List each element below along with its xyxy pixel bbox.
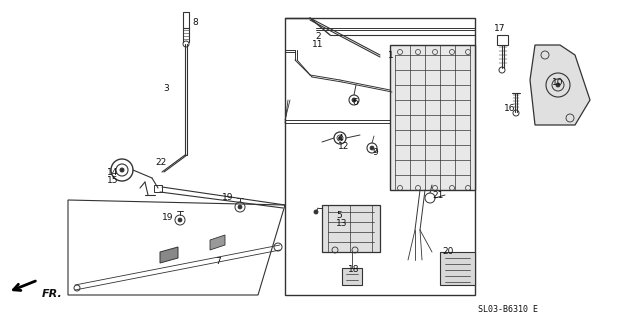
Text: 14: 14 xyxy=(107,167,118,177)
Text: 9: 9 xyxy=(372,148,378,156)
Text: 5: 5 xyxy=(336,212,341,220)
Circle shape xyxy=(238,205,242,209)
Text: 13: 13 xyxy=(336,220,348,228)
Circle shape xyxy=(314,210,318,214)
Text: 19: 19 xyxy=(162,213,173,222)
Text: FR.: FR. xyxy=(42,289,63,299)
Polygon shape xyxy=(530,45,590,125)
Polygon shape xyxy=(390,45,475,190)
Circle shape xyxy=(370,146,374,150)
Text: 2: 2 xyxy=(315,31,321,41)
Circle shape xyxy=(120,168,124,172)
Text: 20: 20 xyxy=(442,247,454,257)
Text: 6: 6 xyxy=(352,98,358,107)
Text: 1: 1 xyxy=(388,51,394,60)
Text: 8: 8 xyxy=(192,18,198,27)
Polygon shape xyxy=(160,247,178,263)
Text: 16: 16 xyxy=(504,103,516,113)
Text: SL03-B6310 E: SL03-B6310 E xyxy=(478,305,538,314)
Circle shape xyxy=(338,137,341,140)
Text: 7: 7 xyxy=(215,258,221,267)
Text: 4: 4 xyxy=(338,133,343,142)
Text: 11: 11 xyxy=(312,39,324,49)
Text: 22: 22 xyxy=(155,157,166,166)
Circle shape xyxy=(178,218,182,222)
Text: 18: 18 xyxy=(348,266,360,275)
Text: 10: 10 xyxy=(553,77,564,86)
Text: 12: 12 xyxy=(338,141,350,150)
Circle shape xyxy=(556,83,560,87)
Circle shape xyxy=(352,98,356,102)
Polygon shape xyxy=(210,235,225,250)
Text: 17: 17 xyxy=(495,23,506,33)
Text: 21: 21 xyxy=(432,191,444,201)
Text: 15: 15 xyxy=(107,175,118,185)
Polygon shape xyxy=(342,268,362,285)
Text: 3: 3 xyxy=(163,84,169,92)
Text: 19: 19 xyxy=(222,194,234,203)
Polygon shape xyxy=(322,205,380,252)
Polygon shape xyxy=(440,252,475,285)
